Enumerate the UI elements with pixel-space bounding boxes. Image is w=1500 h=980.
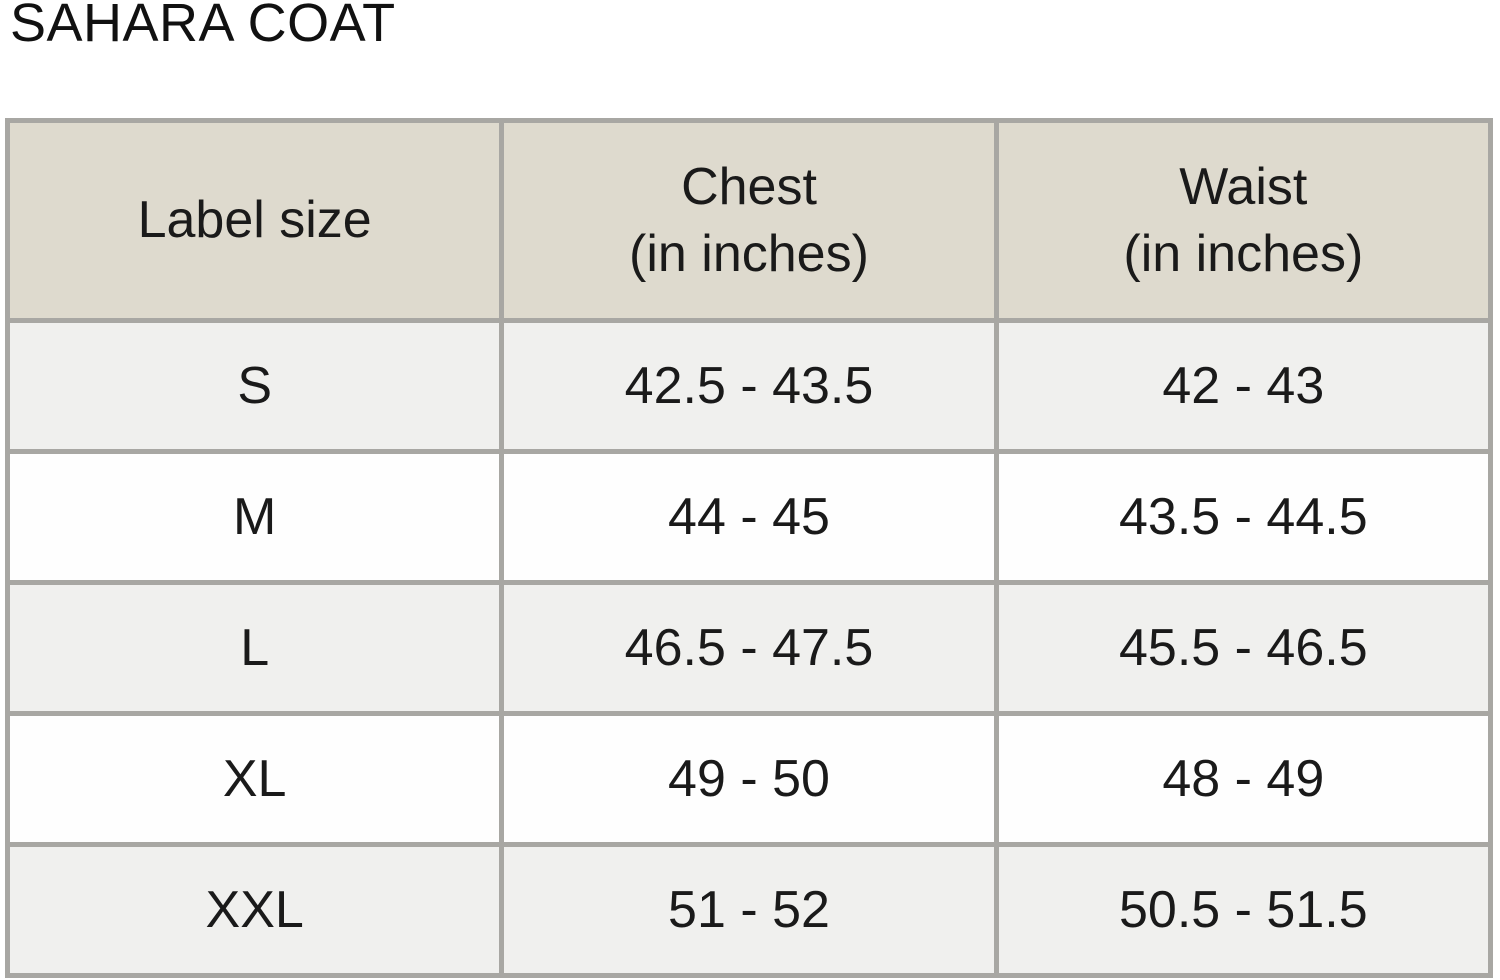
header-chest-line1: Chest <box>681 157 817 216</box>
chest-cell: 44 - 45 <box>499 449 999 585</box>
label-size-cell: L <box>4 580 505 716</box>
header-waist: Waist (in inches) <box>993 118 1494 323</box>
header-waist-line2: (in inches) <box>1123 224 1364 283</box>
page-title: SAHARA COAT <box>10 0 396 53</box>
label-size-cell: M <box>4 449 505 585</box>
header-chest: Chest (in inches) <box>499 118 999 323</box>
waist-cell: 42 - 43 <box>993 318 1494 454</box>
chest-cell: 51 - 52 <box>499 842 999 978</box>
chest-cell: 46.5 - 47.5 <box>499 580 999 716</box>
waist-cell: 50.5 - 51.5 <box>993 842 1494 978</box>
chest-cell: 42.5 - 43.5 <box>499 318 999 454</box>
table-row-m: M 44 - 45 43.5 - 44.5 <box>4 449 1494 585</box>
label-size-cell: XL <box>4 711 505 847</box>
header-row: Label size Chest (in inches) Waist (in i… <box>4 118 1494 323</box>
table-header: Label size Chest (in inches) Waist (in i… <box>4 118 1494 323</box>
waist-cell: 43.5 - 44.5 <box>993 449 1494 585</box>
table-row-l: L 46.5 - 47.5 45.5 - 46.5 <box>4 580 1494 716</box>
table-row-s: S 42.5 - 43.5 42 - 43 <box>4 318 1494 454</box>
label-size-cell: XXL <box>4 842 505 978</box>
header-waist-line1: Waist <box>1179 157 1308 216</box>
table-row-xxl: XXL 51 - 52 50.5 - 51.5 <box>4 842 1494 978</box>
table-row-xl: XL 49 - 50 48 - 49 <box>4 711 1494 847</box>
label-size-cell: S <box>4 318 505 454</box>
header-label-size-line1: Label size <box>137 191 372 250</box>
waist-cell: 45.5 - 46.5 <box>993 580 1494 716</box>
header-chest-line2: (in inches) <box>629 224 869 283</box>
waist-cell: 48 - 49 <box>993 711 1494 847</box>
table-body: S 42.5 - 43.5 42 - 43 M 44 - 45 43.5 - 4… <box>4 318 1494 978</box>
chest-cell: 49 - 50 <box>499 711 999 847</box>
size-chart-table: Label size Chest (in inches) Waist (in i… <box>4 118 1494 978</box>
header-label-size: Label size <box>4 118 505 323</box>
